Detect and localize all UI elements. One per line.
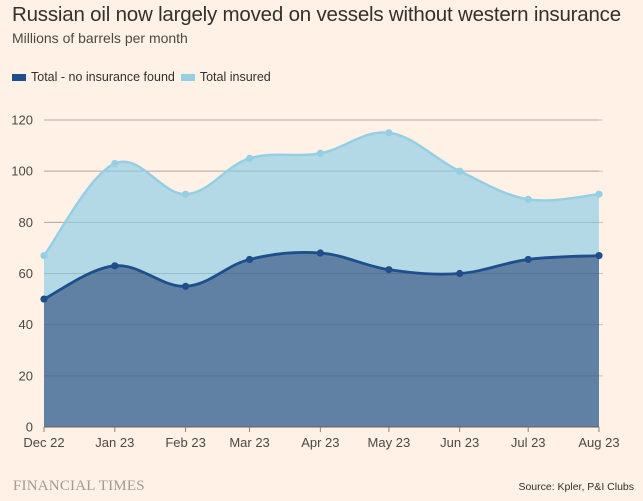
data-point [385,266,393,274]
data-point [245,154,254,162]
x-tick-label: Jan 23 [95,435,134,450]
gridlines-over-area [44,119,599,377]
data-point [456,269,464,278]
legend-item-insured: Total insured [180,70,271,84]
legend: Total - no insurance found Total insured [12,70,277,84]
y-tick-label: 20 [19,368,33,383]
x-tick-label: Mar 23 [229,435,269,450]
source-note: Source: Kpler, P&I Clubs [518,481,634,493]
legend-label-insured: Total insured [199,70,271,84]
series-areas [44,132,599,427]
chart-title: Russian oil now largely moved on vessels… [12,3,621,26]
data-point [40,251,48,260]
axes: 0 20 40 60 80 100 120 Dec 22 Jan 23 Feb 23 Mar 23 A… [11,113,619,451]
legend-swatch-no-insurance [12,73,26,81]
line-total-insured [43,131,600,257]
series-points [40,129,603,303]
x-tick-label: Feb 23 [165,435,205,450]
y-tick-label: 0 [26,420,33,435]
y-tick-label: 100 [11,164,33,179]
data-point [182,282,190,290]
area-total-no-insurance-found [44,252,599,427]
data-point [182,190,190,198]
data-point [595,251,603,260]
y-tick-label: 80 [19,215,33,230]
y-tick-label: 40 [19,317,33,332]
y-tick-label: 60 [19,266,33,281]
data-point [524,255,532,264]
data-point [40,295,48,303]
data-point [456,167,464,175]
data-point [524,195,532,203]
data-point [111,262,119,270]
chart-subtitle: Millions of barrels per month [12,30,188,46]
x-tick-label: Jun 23 [440,435,479,450]
data-point [595,190,603,198]
x-tick-label: May 23 [368,435,411,450]
data-point [316,249,324,257]
x-tick-label: Aug 23 [578,435,619,450]
legend-swatch-insured [180,73,195,81]
legend-label-no-insurance: Total - no insurance found [31,70,175,84]
data-point [111,159,119,168]
data-point [316,149,324,157]
data-point [245,255,254,264]
data-point [385,129,393,137]
x-tick-label: Jul 23 [511,435,546,450]
legend-item-no-insurance: Total - no insurance found [12,70,175,84]
y-tick-label: 120 [11,113,33,128]
ft-logo: FINANCIAL TIMES [13,478,145,494]
x-tick-label: Dec 22 [23,435,64,450]
x-tick-label: Apr 23 [301,435,339,450]
